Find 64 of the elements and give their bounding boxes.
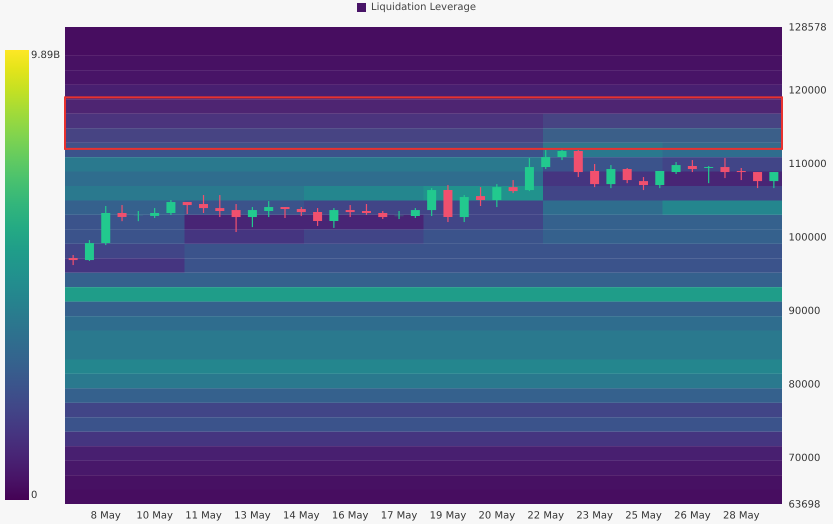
x-tick-label: 19 May bbox=[430, 510, 466, 522]
candlestick bbox=[492, 184, 502, 208]
candlestick bbox=[753, 171, 762, 189]
color-bar-label: 9.89B bbox=[31, 50, 60, 61]
candlestick bbox=[688, 159, 697, 173]
candlestick bbox=[248, 206, 257, 228]
candlestick bbox=[68, 254, 78, 266]
candlestick bbox=[736, 167, 746, 181]
candlestick bbox=[655, 170, 664, 189]
candlestick bbox=[508, 179, 518, 194]
x-tick-label: 20 May bbox=[478, 510, 516, 522]
candlestick bbox=[280, 206, 290, 219]
candlestick bbox=[346, 204, 355, 218]
y-tick-label: 70000 bbox=[788, 453, 820, 464]
x-tick-label: 25 May bbox=[625, 510, 662, 522]
candlestick bbox=[215, 194, 224, 218]
candlestick bbox=[232, 203, 241, 233]
x-tick-label: 13 May bbox=[234, 510, 271, 522]
candlestick bbox=[264, 200, 274, 218]
x-tick-label: 8 May bbox=[90, 510, 121, 522]
x-tick-label: 22 May bbox=[527, 510, 564, 522]
candlestick bbox=[150, 207, 160, 219]
legend-title: Liquidation Leverage bbox=[371, 2, 476, 12]
candlestick bbox=[199, 194, 208, 214]
candlestick bbox=[720, 157, 730, 179]
candlestick bbox=[84, 239, 94, 262]
y-tick-label: 120000 bbox=[788, 86, 827, 97]
x-tick-label: 28 May bbox=[722, 510, 760, 522]
candlestick bbox=[590, 163, 600, 188]
candlestick bbox=[313, 207, 322, 227]
x-tick-label: 26 May bbox=[674, 510, 711, 522]
x-tick-label: 16 May bbox=[332, 510, 369, 522]
x-tick-label: 17 May bbox=[380, 510, 418, 522]
candlestick bbox=[118, 204, 127, 222]
y-tick-label: 100000 bbox=[788, 232, 827, 244]
x-tick-label: 10 May bbox=[136, 510, 173, 522]
candlestick bbox=[672, 161, 681, 175]
y-tick-label: 128578 bbox=[788, 22, 827, 34]
x-tick-label: 23 May bbox=[576, 510, 613, 522]
candlestick bbox=[296, 206, 306, 217]
candlestick bbox=[427, 187, 436, 217]
candlestick bbox=[182, 201, 192, 215]
candlestick bbox=[476, 186, 486, 207]
candlestick bbox=[541, 149, 550, 170]
color-bar-label: 0 bbox=[31, 490, 38, 501]
candlestick bbox=[638, 176, 648, 191]
candlestick bbox=[622, 167, 632, 184]
y-tick-label: 110000 bbox=[788, 159, 827, 170]
candlestick bbox=[606, 164, 616, 189]
candlestick bbox=[329, 207, 338, 229]
candlestick bbox=[558, 147, 567, 161]
candlestick bbox=[166, 199, 176, 216]
candlestick bbox=[524, 157, 534, 192]
candlestick bbox=[704, 165, 714, 184]
candlestick bbox=[460, 194, 469, 223]
candlestick bbox=[362, 203, 371, 216]
y-tick-label: 90000 bbox=[788, 306, 820, 318]
candlestick bbox=[769, 171, 778, 189]
y-tick-label: 63698 bbox=[788, 500, 820, 510]
candlestick bbox=[574, 149, 583, 178]
x-tick-label: 11 May bbox=[185, 510, 222, 522]
y-tick-label: 80000 bbox=[788, 380, 820, 391]
x-tick-label: 14 May bbox=[282, 510, 320, 522]
candlestick bbox=[410, 207, 420, 219]
